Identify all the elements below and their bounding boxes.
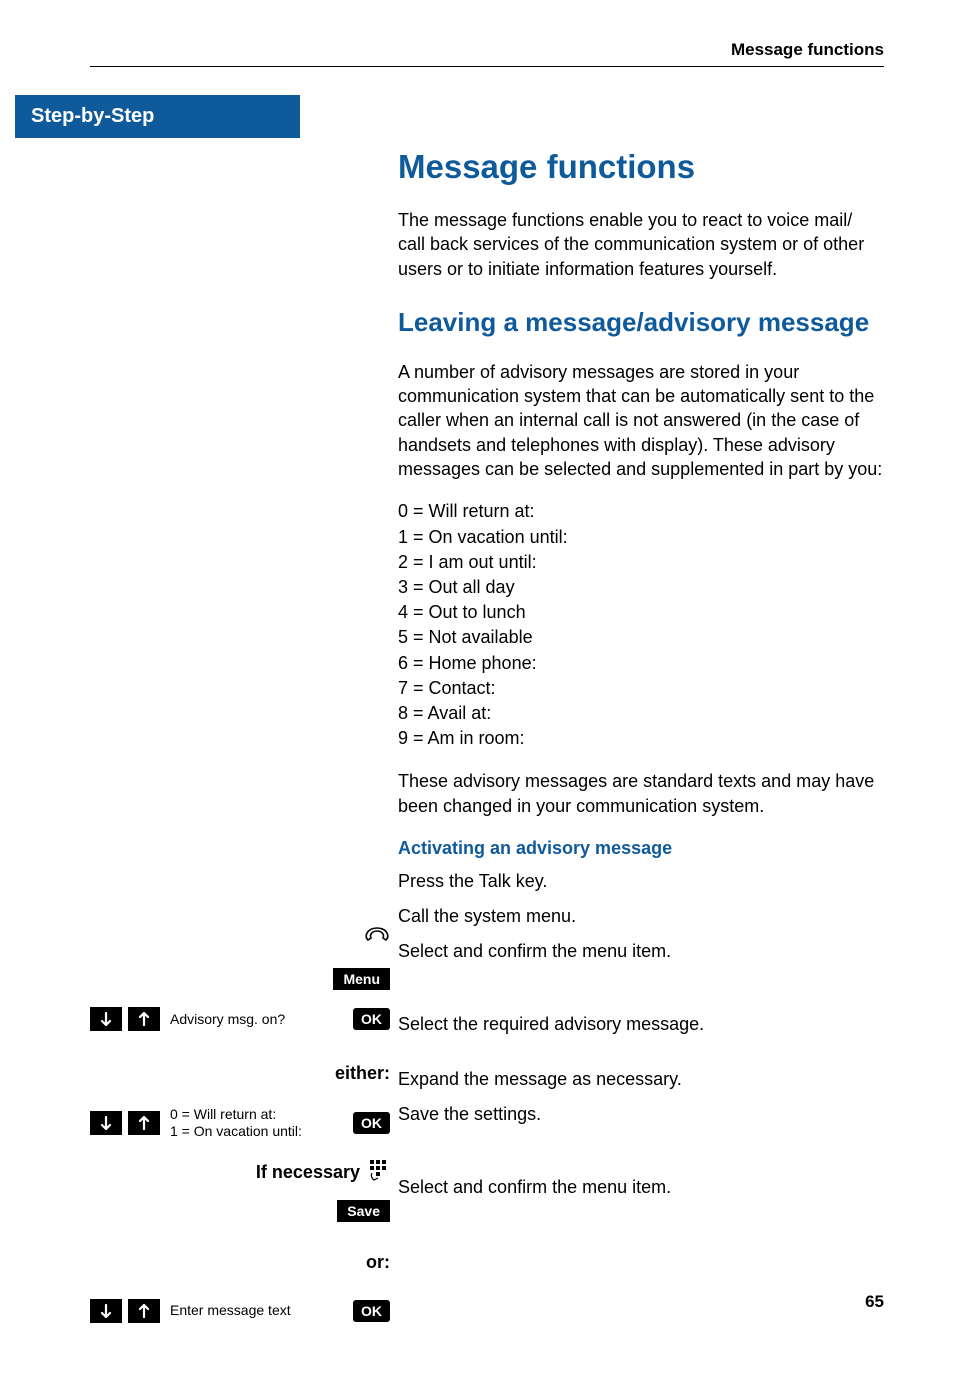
arrow-up-icon[interactable]: [128, 1111, 160, 1135]
step-text: Select and confirm the menu item.: [398, 1177, 884, 1198]
list-item: 1 = On vacation until:: [398, 525, 884, 550]
step-text: Select and confirm the menu item.: [398, 941, 884, 962]
list-item: 7 = Contact:: [398, 676, 884, 701]
ok-button[interactable]: OK: [353, 1112, 390, 1134]
step-text: Press the Talk key.: [398, 871, 884, 892]
or-label: or:: [366, 1252, 390, 1273]
list-item: 0 = Will return at:: [398, 499, 884, 524]
step-text: Select the required advisory message.: [398, 1014, 884, 1035]
display-enter-text: Enter message text: [166, 1302, 347, 1319]
save-button[interactable]: Save: [337, 1200, 390, 1222]
arrow-down-icon[interactable]: [90, 1299, 122, 1323]
list-item: 9 = Am in room:: [398, 726, 884, 751]
page-header: Message functions: [731, 40, 884, 60]
arrow-up-icon[interactable]: [128, 1007, 160, 1031]
ok-button[interactable]: OK: [353, 1008, 390, 1030]
keypad-icon: [366, 1158, 390, 1187]
display-advisory: Advisory msg. on?: [166, 1011, 347, 1028]
step-by-step-tab: Step-by-Step: [15, 95, 300, 138]
list-item: 8 = Avail at:: [398, 701, 884, 726]
talk-key-icon: [364, 926, 390, 953]
arrow-up-icon[interactable]: [128, 1299, 160, 1323]
advisory-list: 0 = Will return at: 1 = On vacation unti…: [398, 499, 884, 751]
heading-1: Message functions: [398, 148, 884, 186]
heading-2: Leaving a message/advisory message: [398, 307, 884, 338]
intro-text: The message functions enable you to reac…: [398, 208, 884, 281]
list-item: 2 = I am out until:: [398, 550, 884, 575]
display-options: 0 = Will return at: 1 = On vacation unti…: [166, 1106, 347, 1140]
heading-3: Activating an advisory message: [398, 838, 884, 859]
list-item: 6 = Home phone:: [398, 651, 884, 676]
display-option-0: 0 = Will return at:: [170, 1106, 276, 1122]
menu-button[interactable]: Menu: [333, 968, 390, 990]
arrow-down-icon[interactable]: [90, 1007, 122, 1031]
step-text: Save the settings.: [398, 1104, 884, 1125]
list-item: 4 = Out to lunch: [398, 600, 884, 625]
step-text: Expand the message as necessary.: [398, 1069, 884, 1090]
either-label: either:: [335, 1063, 390, 1084]
list-item: 3 = Out all day: [398, 575, 884, 600]
paragraph-2: A number of advisory messages are stored…: [398, 360, 884, 481]
page-number: 65: [865, 1292, 884, 1312]
list-item: 5 = Not available: [398, 625, 884, 650]
if-necessary-label: If necessary: [256, 1162, 360, 1183]
arrow-down-icon[interactable]: [90, 1111, 122, 1135]
display-option-1: 1 = On vacation until:: [170, 1123, 302, 1139]
ok-button[interactable]: OK: [353, 1300, 390, 1322]
step-text: Call the system menu.: [398, 906, 884, 927]
paragraph-3: These advisory messages are standard tex…: [398, 769, 884, 818]
